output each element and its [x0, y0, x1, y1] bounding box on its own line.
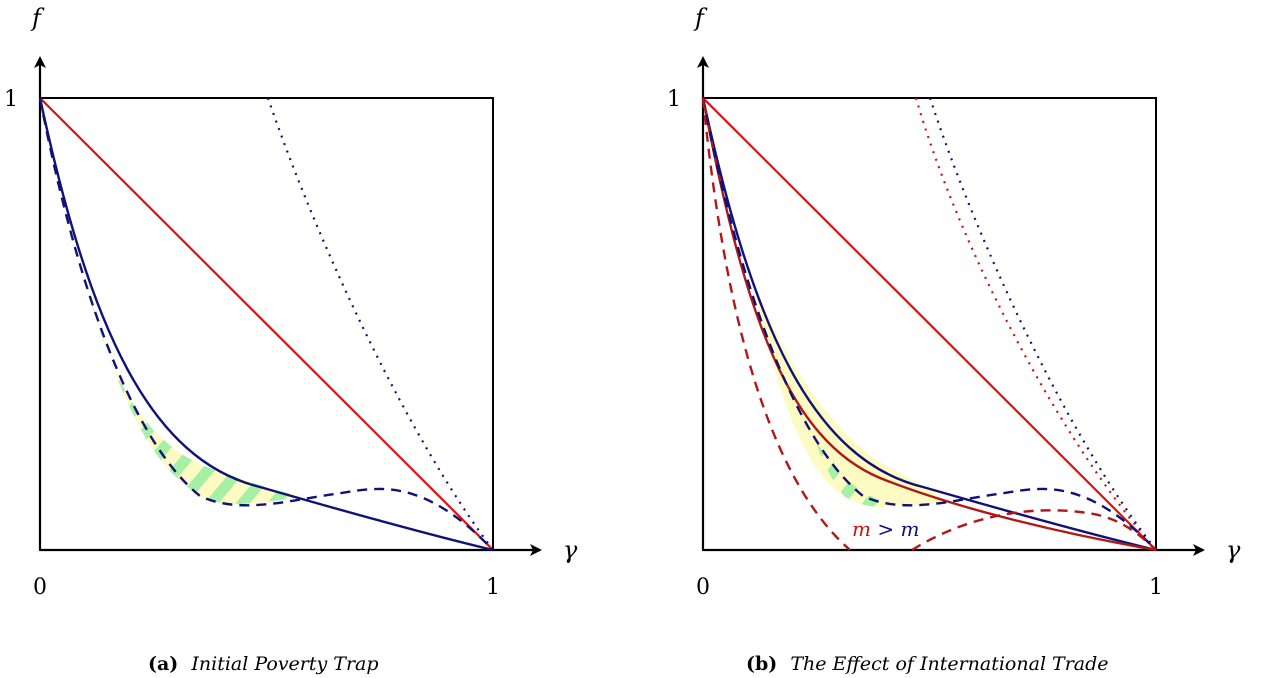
m-comparison-label: m > m — [852, 517, 919, 541]
caption-a-tag: (a) — [148, 653, 178, 675]
m-label-red: m — [852, 517, 871, 541]
x-axis-label: γ — [1226, 536, 1241, 564]
red-diagonal-line — [39, 97, 494, 551]
x-axis-label: γ — [563, 536, 578, 564]
navy-dotted-curve — [266, 97, 494, 551]
navy-solid-curve — [701, 97, 1157, 552]
caption-b: (b) The Effect of International Trade — [746, 653, 1109, 675]
x-tick-0: 0 — [33, 575, 47, 600]
navy-dashed-curve — [701, 97, 1157, 551]
y-tick-1: 1 — [667, 87, 681, 112]
striped-region — [88, 290, 305, 504]
red-solid-curve — [701, 97, 1157, 552]
x-tick-1: 1 — [486, 575, 500, 600]
y-axis-label: f — [693, 4, 708, 32]
caption-b-tag: (b) — [746, 653, 777, 675]
y-tick-1: 1 — [4, 87, 18, 112]
red-dotted-curve — [914, 97, 1157, 551]
caption-a: (a) Initial Poverty Trap — [148, 653, 379, 675]
red-diagonal-line — [702, 97, 1157, 551]
x-tick-1: 1 — [1149, 575, 1163, 600]
panel-b: f γ 1 0 1 m > m (b) The Effect of Intern… — [667, 4, 1241, 675]
yellow-region — [752, 280, 945, 506]
y-axis-label: f — [30, 4, 45, 32]
m-label-operator: > — [877, 517, 894, 541]
navy-dashed-curve — [38, 97, 494, 551]
x-tick-0: 0 — [696, 575, 710, 600]
panel-a: f γ 1 0 1 (a) Initial Poverty Trap — [4, 4, 578, 675]
navy-solid-curve — [38, 97, 494, 552]
m-label-navy: m — [900, 517, 919, 541]
navy-dotted-curve — [928, 97, 1157, 551]
caption-a-text: Initial Poverty Trap — [190, 653, 378, 675]
caption-b-text: The Effect of International Trade — [790, 653, 1108, 675]
striped-region — [815, 440, 895, 508]
red-dashed-curve — [701, 97, 1157, 552]
